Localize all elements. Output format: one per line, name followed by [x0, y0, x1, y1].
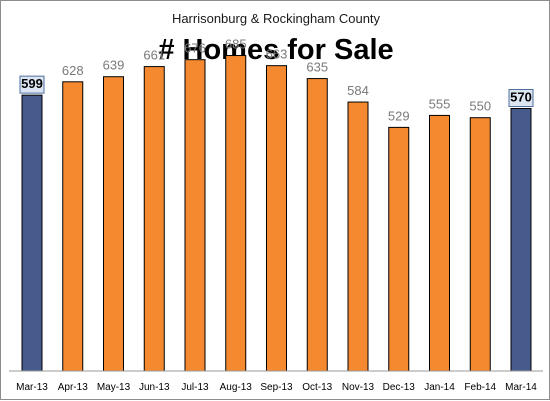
- x-tick-label-feb-14: Feb-14: [464, 382, 496, 393]
- bar-aug-13: [225, 55, 247, 372]
- bar-mar-13: [21, 94, 43, 372]
- value-label-jul-13: 676: [184, 41, 206, 56]
- value-label-sep-13: 663: [266, 47, 288, 62]
- value-label-nov-13: 584: [347, 83, 369, 98]
- bar-sep-13: [266, 65, 287, 372]
- bar-may-13: [103, 76, 124, 372]
- bar-oct-13: [306, 78, 328, 372]
- value-label-may-13: 639: [103, 58, 125, 73]
- bar-dec-13: [388, 126, 410, 372]
- x-tick-label-jun-13: Jun-13: [139, 382, 170, 393]
- value-label-mar-14: 570: [510, 90, 532, 105]
- bar-feb-14: [469, 117, 491, 372]
- x-tick-label-jan-14: Jan-14: [424, 382, 455, 393]
- x-tick-label-jul-13: Jul-13: [181, 382, 209, 393]
- x-tick-label-sep-13: Sep-13: [260, 382, 293, 393]
- value-label-apr-13: 628: [62, 63, 84, 78]
- x-tick-label-may-13: May-13: [97, 382, 131, 393]
- value-label-box: [508, 89, 534, 107]
- x-tick-label-nov-13: Nov-13: [342, 382, 375, 393]
- value-label-box: [19, 75, 45, 94]
- value-label-jun-13: 661: [143, 48, 165, 63]
- value-label-aug-13: 685: [225, 37, 247, 52]
- x-tick-label-mar-14: Mar-14: [505, 382, 537, 393]
- plot-area: 599 Mar-13 628 Apr-13 639 May-13 661 Jun-13 676 J…: [9, 37, 543, 393]
- bar-jan-14: [429, 114, 450, 372]
- x-tick-label-apr-13: Apr-13: [58, 382, 88, 393]
- x-tick-label-mar-13: Mar-13: [16, 382, 48, 393]
- value-label-feb-14: 550: [469, 99, 491, 114]
- value-label-jan-14: 555: [429, 96, 451, 111]
- bar-jul-13: [184, 59, 206, 372]
- chart-subtitle: Harrisonburg & Rockingham County: [172, 11, 381, 26]
- bar-mar-14: [510, 108, 532, 372]
- x-tick-label-dec-13: Dec-13: [383, 382, 416, 393]
- x-tick-label-oct-13: Oct-13: [302, 382, 332, 393]
- bar-jun-13: [143, 66, 165, 372]
- value-label-dec-13: 529: [388, 108, 410, 123]
- bar-nov-13: [347, 101, 369, 372]
- value-label-oct-13: 635: [306, 60, 328, 75]
- bar-apr-13: [62, 81, 84, 372]
- value-label-mar-13: 599: [21, 76, 43, 91]
- x-tick-label-aug-13: Aug-13: [220, 382, 253, 393]
